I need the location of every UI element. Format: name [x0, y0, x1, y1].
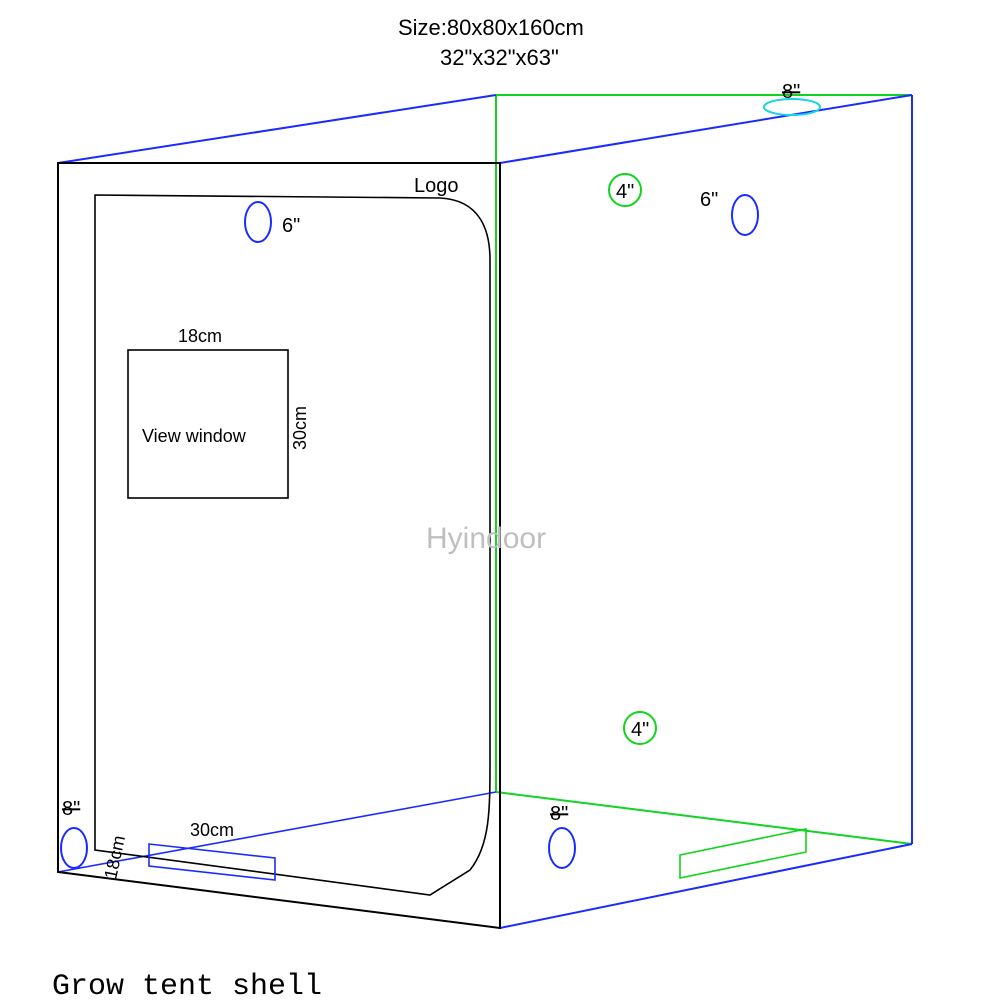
watermark: Hyindoor: [426, 522, 546, 555]
size-line-in: 32"x32"x63": [440, 45, 559, 70]
vent-height-vent-front-left: 18cm: [100, 834, 129, 881]
port-label-roof-8: 8": [782, 81, 800, 103]
view-window-width: 18cm: [178, 326, 222, 346]
view-window-label: View window: [142, 426, 247, 446]
port-front-top-6: [245, 202, 271, 242]
port-label-back-top-4: 4": [616, 181, 634, 203]
view-window: [128, 350, 288, 498]
edge-bottom-right-diag: [500, 844, 912, 928]
vent-width-vent-front-left: 30cm: [190, 820, 234, 840]
logo-label: Logo: [414, 175, 459, 197]
vent-vent-side-right: [680, 829, 806, 878]
port-label-front-bottom-8l: 8": [62, 798, 80, 820]
port-label-side-top-6: 6": [700, 189, 718, 211]
footer-title: Grow tent shell: [52, 970, 322, 1000]
port-side-top-6: [732, 195, 758, 235]
edge-top-left-diag: [58, 95, 496, 163]
port-front-bottom-8l: [61, 828, 87, 868]
port-label-side-bottom-8r: 8": [550, 803, 568, 825]
port-side-bottom-8r: [549, 828, 575, 868]
view-window-height: 30cm: [290, 406, 310, 450]
edge-top-right-diag: [500, 95, 912, 163]
vent-vent-front-left: [149, 844, 275, 880]
port-label-back-bottom-4: 4": [631, 719, 649, 741]
port-label-front-top-6: 6": [282, 215, 300, 237]
size-line-cm: Size:80x80x160cm: [398, 15, 584, 40]
